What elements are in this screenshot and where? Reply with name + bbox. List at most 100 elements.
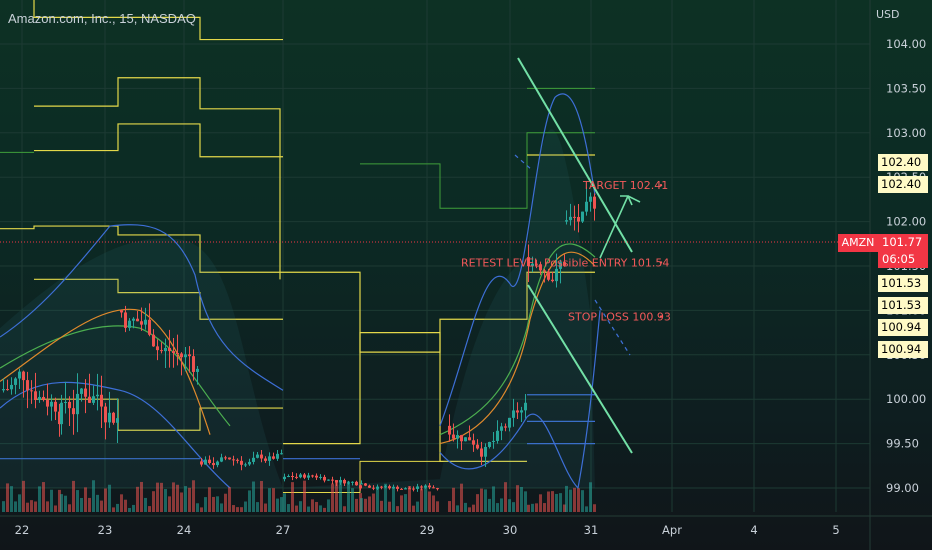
day22b-candle <box>116 418 119 423</box>
day29-candle <box>512 410 515 418</box>
day28-candle <box>360 483 363 485</box>
day28-candle <box>428 485 431 488</box>
level-dot <box>659 315 663 318</box>
day27-candle <box>291 476 294 478</box>
volume-bar <box>404 494 407 512</box>
volume-bar <box>140 481 143 512</box>
day27-candle <box>327 479 330 481</box>
day29-candle <box>500 426 503 431</box>
volume-bar <box>30 500 33 512</box>
volume-bar <box>236 507 239 512</box>
target-price-tag-2: 102.40 <box>878 176 928 193</box>
ma-green <box>0 243 596 436</box>
volume-bar <box>76 490 79 512</box>
volume-bar <box>148 506 151 512</box>
day22-candle <box>10 384 13 390</box>
volume-bar <box>559 493 562 512</box>
day22b-candle <box>72 408 75 415</box>
day23-candle <box>152 334 155 347</box>
day28-candle <box>416 486 419 489</box>
day29-candle <box>448 425 451 435</box>
day22-candle <box>22 371 25 381</box>
volume-bar <box>436 501 439 512</box>
volume-bar <box>372 493 375 512</box>
volume-bar <box>180 492 183 512</box>
entry-price-tag: 101.53 <box>878 275 928 292</box>
day23-candle <box>192 356 195 372</box>
day22b-candle <box>84 388 87 397</box>
volume-bar <box>14 501 17 512</box>
volume-bar <box>280 497 283 512</box>
volume-bar <box>184 486 187 512</box>
x-tick-label: 5 <box>832 523 839 537</box>
volume-bar <box>547 491 550 512</box>
day24-candle <box>256 454 259 458</box>
volume-bar <box>524 491 527 512</box>
volume-bar <box>50 489 53 512</box>
day24-candle <box>200 461 203 465</box>
volume-bar <box>54 505 57 512</box>
day22b-candle <box>60 402 63 425</box>
day22-candle <box>58 411 61 425</box>
volume-bar <box>136 486 139 512</box>
volume-bar <box>589 482 592 512</box>
day27-candle <box>359 485 362 489</box>
day29-candle <box>496 430 499 441</box>
volume-bar <box>380 500 383 512</box>
volume-bar <box>432 495 435 512</box>
volume-bar <box>360 498 363 512</box>
day29-candle <box>488 441 491 447</box>
volume-bar <box>468 507 471 512</box>
volume-bar <box>156 482 159 512</box>
volume-bar <box>144 497 147 512</box>
day31-candle <box>565 220 568 222</box>
volume-bar <box>96 494 99 512</box>
volume-bar <box>539 494 542 512</box>
day30-candle <box>543 270 546 272</box>
band-upper <box>0 93 596 427</box>
day24-candle <box>272 456 275 459</box>
day29-candle <box>516 410 519 413</box>
volume-bar <box>448 501 451 512</box>
volume-bar <box>343 506 346 512</box>
day22-candle <box>6 389 9 391</box>
day29-candle <box>492 440 495 442</box>
retest-annotation: RETEST LEVEL <box>461 256 541 269</box>
day22-candle <box>14 378 17 385</box>
volume-bar <box>6 483 9 512</box>
volume-bar <box>577 488 580 512</box>
day30-candle <box>539 264 542 271</box>
day27-candle <box>331 479 334 481</box>
day22-candle <box>42 396 45 401</box>
x-tick-label: 31 <box>584 523 599 537</box>
day29-candle <box>520 410 523 413</box>
day29-candle <box>484 446 487 457</box>
day27-candle <box>323 476 326 481</box>
day27-candle <box>303 474 306 478</box>
day23-candle <box>136 318 139 322</box>
day29-candle <box>508 417 511 428</box>
day23-candle <box>180 353 183 358</box>
day30-candle <box>547 271 550 280</box>
day22b-candle <box>108 412 111 423</box>
day31-candle <box>585 201 588 212</box>
volume-bar <box>335 480 338 512</box>
volume-bar <box>244 501 247 512</box>
volume-bar <box>460 483 463 512</box>
volume-bar <box>368 496 371 512</box>
day22-candle <box>26 380 29 391</box>
y-tick-label: 102.00 <box>886 215 926 229</box>
volume-bar <box>551 491 554 512</box>
volume-bar <box>152 491 155 512</box>
day30-candle <box>563 262 566 266</box>
volume-bar <box>512 502 515 512</box>
day23-candle <box>156 346 159 351</box>
volume-bar <box>464 502 467 512</box>
day22b-candle <box>104 406 107 423</box>
volume-bar <box>196 503 199 512</box>
day31-candle <box>569 216 572 221</box>
x-tick-label: Apr <box>662 523 682 537</box>
volume-bar <box>38 486 41 512</box>
